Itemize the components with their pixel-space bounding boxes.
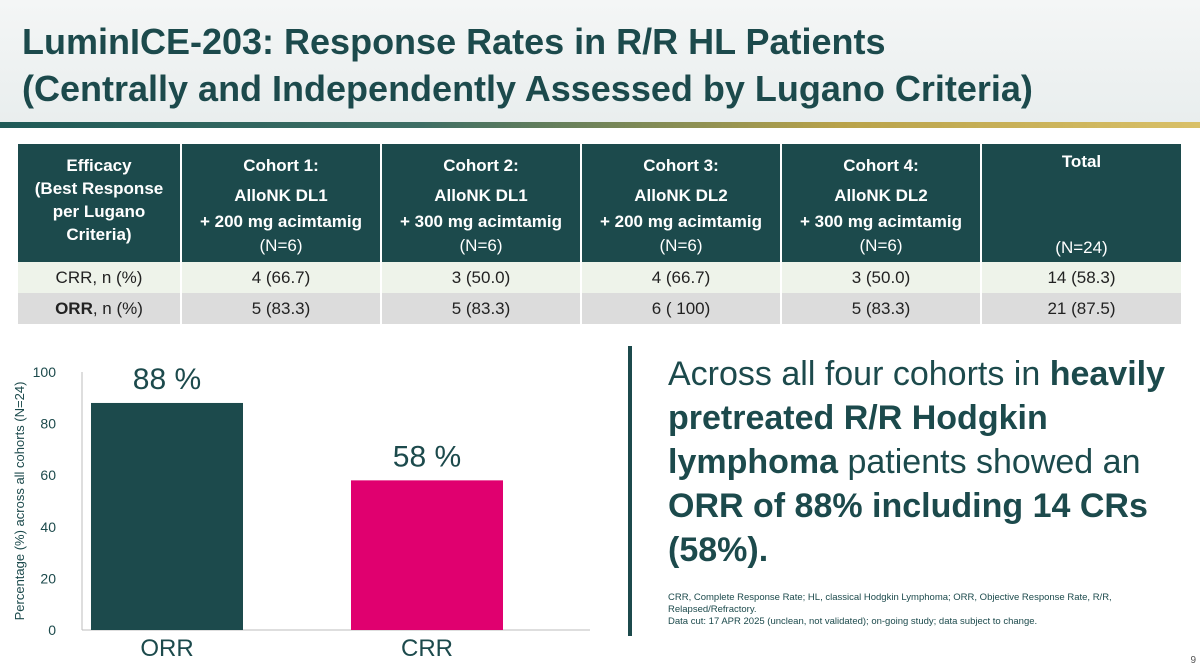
cohort-n: (N=6) — [859, 236, 903, 255]
table-cell: 4 (66.7) — [181, 262, 382, 293]
table-row-orr: ORR, n (%) 5 (83.3) 5 (83.3) 6 ( 100) 5 … — [18, 293, 1181, 324]
cohort-n: (N=6) — [459, 236, 503, 255]
total-title: Total — [1061, 152, 1102, 171]
y-axis-label: Percentage (%) across all cohorts (N=24) — [12, 382, 27, 621]
y-tick-label: 40 — [40, 519, 56, 535]
data-label: 88 % — [133, 363, 201, 396]
y-tick-label: 60 — [40, 467, 56, 483]
message-text: patients showed an — [838, 443, 1141, 481]
table-cell: 5 (83.3) — [181, 293, 382, 324]
total-n: (N=24) — [1055, 238, 1108, 257]
table-cell: 5 (83.3) — [381, 293, 582, 324]
table-header-row: Efficacy (Best Response per Lugano Crite… — [18, 144, 1181, 262]
key-message: Across all four cohorts in heavily pretr… — [668, 352, 1188, 572]
y-tick-label: 0 — [48, 622, 56, 638]
cohort-regimen: + 300 mg acimtamig — [399, 212, 563, 231]
table-row-crr: CRR, n (%) 4 (66.7) 3 (50.0) 4 (66.7) 3 … — [18, 262, 1181, 293]
title-rule — [0, 122, 1200, 128]
header-cohort-4: Cohort 4: AlloNK DL2 + 300 mg acimtamig … — [781, 144, 982, 262]
header-efficacy: Efficacy (Best Response per Lugano Crite… — [18, 144, 182, 262]
cohort-regimen: + 300 mg acimtamig — [799, 212, 963, 231]
footnote-data-cut: Data cut: 17 APR 2025 (unclean, not vali… — [668, 616, 1038, 627]
y-tick-label: 20 — [40, 570, 56, 586]
x-tick-label: ORR — [140, 635, 193, 662]
table-cell: 3 (50.0) — [381, 262, 582, 293]
cohort-title: Cohort 1: — [243, 156, 319, 175]
message-emphasis: heavily pretreated R/R Hodgkin lymphoma — [668, 355, 1166, 481]
row-label: CRR, n (%) — [18, 262, 182, 293]
bar-crr — [351, 480, 503, 630]
cohort-dose-level: AlloNK DL1 — [234, 186, 328, 205]
row-label-text: , n (%) — [92, 298, 143, 318]
bar-orr — [91, 402, 243, 630]
cohort-title: Cohort 3: — [643, 156, 719, 175]
cohort-regimen: + 200 mg acimtamig — [599, 212, 763, 231]
message-text: Across all four cohorts in — [668, 355, 1050, 393]
table-cell: 14 (58.3) — [981, 262, 1181, 293]
x-tick-label: CRR — [401, 635, 453, 662]
row-label-bold: ORR — [55, 298, 93, 318]
header-cohort-1: Cohort 1: AlloNK DL1 + 200 mg acimtamig … — [181, 144, 382, 262]
cohort-dose-level: AlloNK DL2 — [634, 186, 728, 205]
title-banner — [0, 0, 1200, 122]
header-cohort-3: Cohort 3: AlloNK DL2 + 200 mg acimtamig … — [581, 144, 782, 262]
page-number: 9 — [1190, 655, 1196, 666]
header-total: Total (N=24) — [981, 144, 1181, 262]
vertical-divider — [628, 346, 632, 636]
response-rate-chart: Percentage (%) across all cohorts (N=24)… — [12, 363, 590, 662]
table-cell: 4 (66.7) — [581, 262, 782, 293]
header-cohort-2: Cohort 2: AlloNK DL1 + 300 mg acimtamig … — [381, 144, 582, 262]
y-tick-label: 100 — [33, 364, 57, 380]
slide-title-line1: LuminICE-203: Response Rates in R/R HL P… — [22, 21, 886, 62]
header-efficacy-line: (Best Response — [34, 179, 164, 198]
row-label-text: CRR, n (%) — [55, 267, 143, 287]
data-label: 58 % — [393, 440, 461, 473]
slide-title-line2: (Centrally and Independently Assessed by… — [22, 68, 1033, 109]
cohort-dose-level: AlloNK DL2 — [834, 186, 928, 205]
y-tick-label: 80 — [40, 416, 56, 432]
table-cell: 6 ( 100) — [581, 293, 782, 324]
slide-title: LuminICE-203: Response Rates in R/R HL P… — [22, 18, 1172, 112]
footnote: CRR, Complete Response Rate; HL, classic… — [668, 592, 1138, 628]
cohort-regimen: + 200 mg acimtamig — [199, 212, 363, 231]
table-cell: 3 (50.0) — [781, 262, 982, 293]
cohort-dose-level: AlloNK DL1 — [434, 186, 528, 205]
header-efficacy-line: Efficacy — [66, 156, 132, 175]
cohort-title: Cohort 2: — [443, 156, 519, 175]
table-cell: 21 (87.5) — [981, 293, 1181, 324]
message-emphasis: ORR of 88% including 14 CRs (58%). — [668, 487, 1148, 569]
cohort-n: (N=6) — [659, 236, 703, 255]
footnote-abbreviations: CRR, Complete Response Rate; HL, classic… — [668, 592, 1112, 615]
header-efficacy-line: Criteria) — [66, 225, 132, 244]
cohort-title: Cohort 4: — [843, 156, 919, 175]
efficacy-table: Efficacy (Best Response per Lugano Crite… — [18, 144, 1181, 324]
header-efficacy-line: per Lugano — [52, 202, 146, 221]
cohort-n: (N=6) — [259, 236, 303, 255]
row-label: ORR, n (%) — [18, 293, 182, 324]
table-cell: 5 (83.3) — [781, 293, 982, 324]
